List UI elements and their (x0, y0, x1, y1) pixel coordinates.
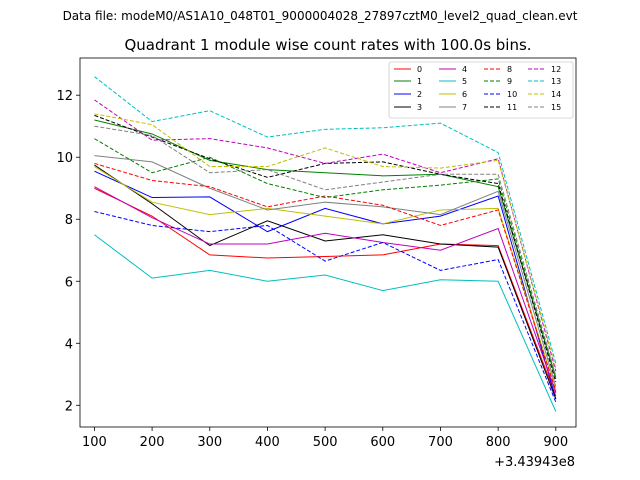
x-tick-label: 700 (428, 435, 453, 450)
y-tick-label: 12 (56, 89, 73, 104)
x-tick-label: 600 (370, 435, 395, 450)
y-tick-label: 2 (65, 399, 73, 414)
legend-label-3: 3 (417, 103, 422, 112)
x-tick-label: 100 (82, 435, 107, 450)
x-tick-label: 300 (197, 435, 222, 450)
x-tick-label: 800 (486, 435, 511, 450)
series-line-4 (94, 186, 557, 394)
x-axis-offset-label: +3.43943e8 (494, 455, 575, 470)
legend-box (388, 61, 574, 119)
legend-label-10: 10 (507, 90, 517, 99)
series-line-8 (94, 162, 557, 392)
series-line-15 (94, 125, 557, 376)
y-tick-label: 6 (65, 275, 73, 290)
series-line-14 (94, 113, 557, 369)
chart-suptitle: Data file: modeM0/AS1A10_048T01_90000040… (63, 9, 578, 23)
series-line-5 (94, 234, 557, 412)
y-tick-label: 10 (56, 151, 73, 166)
legend-label-14: 14 (551, 90, 561, 99)
legend-label-8: 8 (507, 65, 512, 74)
series-line-3 (94, 164, 557, 400)
legend-label-4: 4 (462, 65, 467, 74)
legend-label-0: 0 (417, 65, 422, 74)
series-line-7 (94, 155, 557, 387)
legend-label-13: 13 (551, 77, 561, 86)
legend-label-1: 1 (417, 77, 422, 86)
legend-label-12: 12 (551, 65, 561, 74)
legend-label-5: 5 (462, 77, 467, 86)
legend-label-15: 15 (551, 103, 561, 112)
legend-label-7: 7 (462, 103, 467, 112)
series-line-12 (94, 99, 557, 372)
legend-label-2: 2 (417, 90, 422, 99)
y-axis: 2 4 6 8 10 12 (56, 89, 80, 414)
series-line-6 (94, 166, 557, 390)
legend-label-6: 6 (462, 90, 467, 99)
legend-label-9: 9 (507, 77, 512, 86)
series-line-10 (94, 211, 557, 403)
x-tick-label: 200 (140, 435, 165, 450)
series-line-0 (94, 187, 557, 397)
x-tick-label: 900 (543, 435, 568, 450)
series-line-2 (94, 170, 557, 400)
y-tick-label: 8 (65, 213, 73, 228)
chart-title: Quadrant 1 module wise count rates with … (124, 36, 531, 54)
y-tick-label: 4 (65, 337, 73, 352)
plot-area-frame (79, 57, 577, 428)
series-line-9 (94, 138, 557, 380)
series-line-13 (94, 76, 557, 364)
legend-label-11: 11 (507, 103, 517, 112)
x-axis: 100 200 300 400 500 600 700 800 900 (82, 427, 568, 450)
series-line-1 (94, 119, 557, 378)
x-tick-label: 400 (255, 435, 280, 450)
x-tick-label: 500 (313, 435, 338, 450)
series-layer (94, 76, 557, 412)
